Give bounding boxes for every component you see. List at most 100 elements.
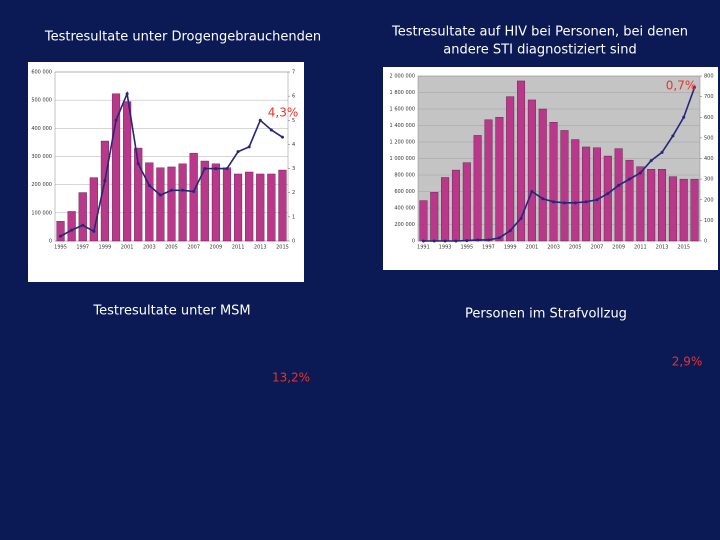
- y-tick-label: 0: [49, 239, 52, 245]
- y2-tick-label: 3: [292, 166, 295, 172]
- bar: [78, 192, 87, 242]
- bar: [178, 163, 187, 242]
- line-marker: [497, 236, 501, 240]
- line-marker: [421, 239, 425, 243]
- x-tick-label: 1991: [417, 245, 430, 251]
- bar: [211, 163, 220, 242]
- line-marker: [225, 167, 229, 171]
- y-tick-label: 400 000: [31, 126, 52, 132]
- y2-tick-label: 5: [292, 118, 295, 124]
- line-marker: [103, 179, 107, 183]
- x-tick-label: 1995: [54, 245, 67, 251]
- y-tick-label: 2 000 000: [390, 74, 415, 80]
- x-tick-label: 2001: [526, 245, 539, 251]
- bar: [200, 160, 209, 242]
- line-marker: [476, 238, 480, 242]
- x-tick-label: 1995: [460, 245, 473, 251]
- y-tick-label: 1 200 000: [390, 140, 415, 146]
- y2-tick-label: 600: [704, 115, 714, 121]
- bar: [636, 166, 645, 242]
- line-marker: [487, 238, 490, 242]
- line-marker: [192, 190, 196, 194]
- x-tick-label: 1997: [482, 245, 495, 251]
- y-tick-label: 1 000 000: [390, 156, 415, 162]
- y2-tick-label: 700: [704, 94, 714, 100]
- bar: [278, 169, 287, 242]
- y-tick-label: 1 800 000: [390, 90, 415, 96]
- line-marker: [236, 150, 240, 154]
- y-tick-label: 1 600 000: [390, 107, 415, 113]
- y2-tick-label: 1: [292, 214, 295, 220]
- bar: [560, 130, 569, 242]
- bar: [614, 148, 623, 242]
- x-tick-label: 2007: [591, 245, 604, 251]
- bar: [592, 147, 601, 242]
- line: [423, 87, 696, 242]
- line-marker: [280, 135, 284, 139]
- line-marker: [258, 118, 262, 122]
- y-tick-label: 100 000: [31, 210, 52, 216]
- x-tick-label: 2003: [143, 245, 156, 251]
- bar: [571, 139, 580, 242]
- bar: [603, 155, 612, 242]
- line-marker: [541, 197, 545, 201]
- bar: [134, 147, 143, 242]
- highlight-label: 0,7%: [666, 79, 697, 93]
- line-marker: [432, 239, 436, 243]
- line-marker: [114, 118, 118, 122]
- y-tick-label: 300 000: [31, 154, 52, 160]
- bar: [668, 176, 677, 242]
- line-marker: [660, 150, 664, 154]
- bar: [123, 101, 132, 242]
- bar: [473, 135, 482, 242]
- y2-tick-label: 800: [704, 74, 714, 80]
- y2-tick-label: 2: [292, 190, 295, 196]
- bar: [441, 177, 450, 242]
- bar: [484, 119, 493, 242]
- bar: [156, 167, 165, 242]
- y-tick-label: 400 000: [394, 206, 415, 212]
- x-tick-label: 1999: [99, 245, 112, 251]
- y-tick-label: 600 000: [31, 70, 52, 76]
- y-tick-label: 0: [412, 239, 415, 245]
- y2-tick-label: 0: [292, 239, 295, 245]
- bar: [647, 169, 656, 242]
- line-marker: [519, 216, 523, 220]
- bar: [527, 99, 536, 242]
- bar: [267, 173, 276, 242]
- bar: [89, 177, 98, 242]
- y2-tick-label: 6: [292, 94, 295, 100]
- bar: [189, 152, 198, 242]
- bar: [233, 173, 243, 242]
- panel-title: Testresultate unter MSM: [92, 304, 250, 319]
- bar: [419, 200, 428, 242]
- line-marker: [158, 193, 162, 197]
- bar: [679, 178, 688, 242]
- line-marker: [81, 223, 85, 227]
- bar: [56, 221, 65, 242]
- bar: [462, 162, 471, 242]
- line-marker: [573, 201, 577, 205]
- bar: [167, 166, 176, 242]
- line-marker: [125, 92, 129, 96]
- y2-tick-label: 400: [704, 156, 714, 162]
- y2-tick-label: 7: [292, 70, 295, 76]
- bar: [451, 169, 460, 242]
- highlight-label: 2,9%: [672, 355, 703, 369]
- line-marker: [59, 234, 63, 238]
- line-marker: [147, 183, 151, 187]
- x-tick-label: 2011: [232, 245, 245, 251]
- line-marker: [465, 239, 469, 243]
- line-marker: [671, 134, 675, 138]
- line-marker: [584, 200, 588, 204]
- line-marker: [638, 171, 642, 175]
- line-marker: [617, 183, 621, 187]
- y-tick-label: 1 400 000: [390, 123, 415, 129]
- bar: [549, 121, 558, 242]
- x-tick-label: 2009: [210, 245, 223, 251]
- bar: [495, 117, 504, 242]
- x-tick-label: 2005: [165, 245, 178, 251]
- x-tick-label: 2013: [656, 245, 669, 251]
- panel-title: Testresultate auf HIV bei Personen, bei …: [391, 25, 688, 40]
- line-marker: [214, 167, 218, 171]
